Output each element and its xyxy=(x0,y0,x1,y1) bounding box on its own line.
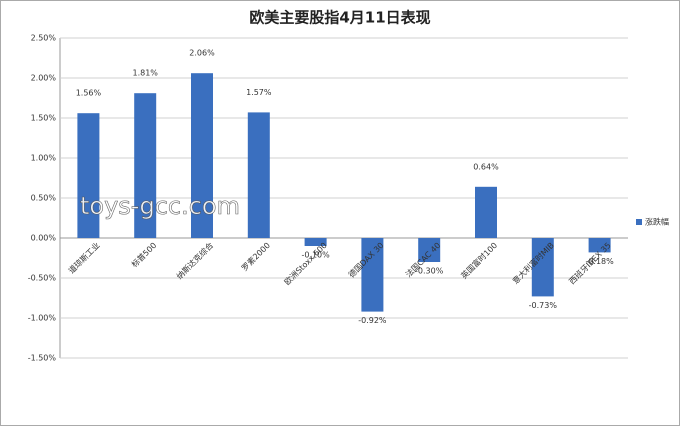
y-tick-label: 2.00% xyxy=(31,74,57,83)
value-label: 1.57% xyxy=(246,88,272,97)
value-label: -0.10% xyxy=(301,251,330,260)
bar xyxy=(418,238,441,262)
value-label: -0.30% xyxy=(415,267,444,276)
value-label: -0.73% xyxy=(529,301,558,310)
value-label: -0.92% xyxy=(358,316,387,325)
value-label: 0.64% xyxy=(473,162,499,171)
bar xyxy=(77,113,100,238)
value-label: 1.81% xyxy=(132,69,158,78)
y-tick-label: -1.00% xyxy=(28,314,57,323)
y-tick-label: 2.50% xyxy=(31,34,57,43)
y-tick-label: 1.50% xyxy=(31,114,57,123)
y-tick-label: 0.00% xyxy=(31,234,57,243)
bar xyxy=(475,186,497,238)
value-label: 2.06% xyxy=(189,49,215,58)
bar xyxy=(588,238,611,253)
bar xyxy=(134,93,157,238)
bar xyxy=(247,112,270,238)
legend-swatch xyxy=(636,219,642,225)
watermark: toys-gcc.com xyxy=(80,192,240,220)
bar xyxy=(191,73,213,238)
bar xyxy=(304,238,327,246)
y-tick-label: 0.50% xyxy=(31,194,57,203)
value-label: -0.18% xyxy=(585,257,614,266)
bar xyxy=(361,238,384,312)
value-label: 1.56% xyxy=(76,89,102,98)
legend-label: 涨跌幅 xyxy=(645,217,669,227)
y-tick-label: -0.50% xyxy=(28,274,57,283)
bar xyxy=(531,238,554,297)
chart-title: 欧美主要股指4月11日表现 xyxy=(249,9,430,27)
y-tick-label: 1.00% xyxy=(31,154,57,163)
y-tick-label: -1.50% xyxy=(28,354,57,363)
